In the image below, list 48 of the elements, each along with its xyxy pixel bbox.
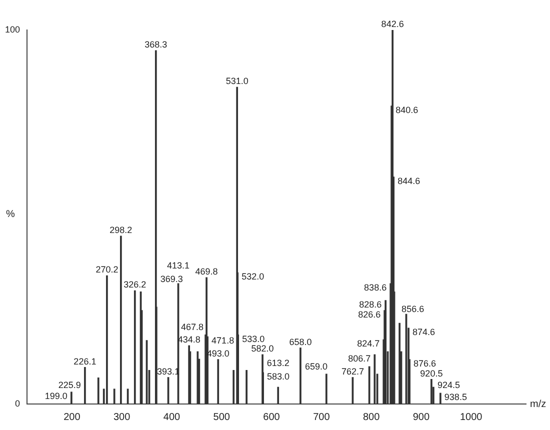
annotation: 369.3 [160, 274, 183, 284]
x-tick-label: 900 [412, 412, 430, 423]
annotation: 806.7 [348, 354, 371, 364]
annotation: 531.0 [226, 76, 248, 86]
annotation: 533.0 [242, 334, 265, 344]
annotation: 225.9 [58, 380, 81, 390]
annotation: 199.0 [44, 391, 68, 402]
x-tick-label: 500 [213, 412, 230, 423]
annotation: 469.8 [195, 266, 218, 277]
annotation: 842.6 [381, 19, 404, 29]
x-tick-label: 800 [362, 412, 380, 423]
annotation: 920.5 [420, 368, 443, 378]
annotation: 270.2 [96, 264, 118, 275]
x-tick-label: 400 [163, 412, 180, 423]
annotation: 613.2 [266, 358, 290, 368]
annotation: 582.0 [251, 344, 274, 354]
annotation: 938.5 [444, 392, 467, 402]
annotation: 828.6 [359, 299, 382, 310]
annotation: 467.8 [181, 322, 204, 332]
y-tick-label: 100 [4, 24, 20, 34]
annotation: 840.6 [396, 104, 418, 115]
annotation: 413.1 [166, 260, 190, 271]
x-axis-title: m/z [530, 398, 546, 410]
annotation: 326.2 [124, 280, 146, 290]
annotation: 826.6 [358, 310, 381, 320]
annotation: 762.7 [341, 366, 364, 376]
annotation: 856.6 [402, 304, 424, 314]
annotation: 583.0 [267, 372, 290, 382]
y-axis-title: % [6, 209, 15, 220]
annotation: 874.6 [412, 327, 436, 338]
x-tick-label: 300 [113, 412, 131, 423]
annotation: 924.5 [437, 380, 460, 390]
annotation: 532.0 [242, 272, 264, 282]
annotation: 659.0 [304, 361, 328, 372]
annotation: 824.7 [357, 338, 380, 349]
x-tick-label: 700 [313, 412, 330, 423]
x-tick-label: 200 [64, 412, 81, 423]
annotation: 471.8 [212, 336, 234, 346]
annotation: 876.6 [414, 358, 436, 368]
x-tick-label: 1000 [460, 412, 483, 423]
annotation: 844.6 [398, 176, 420, 186]
y-tick-label: 0 [15, 398, 20, 408]
annotation: 298.2 [110, 225, 132, 236]
annotation: 658.0 [289, 336, 312, 347]
annotation: 838.6 [364, 282, 387, 293]
annotation: 226.1 [74, 356, 96, 366]
annotation: 368.3 [144, 40, 168, 50]
x-tick-label: 600 [263, 412, 280, 423]
